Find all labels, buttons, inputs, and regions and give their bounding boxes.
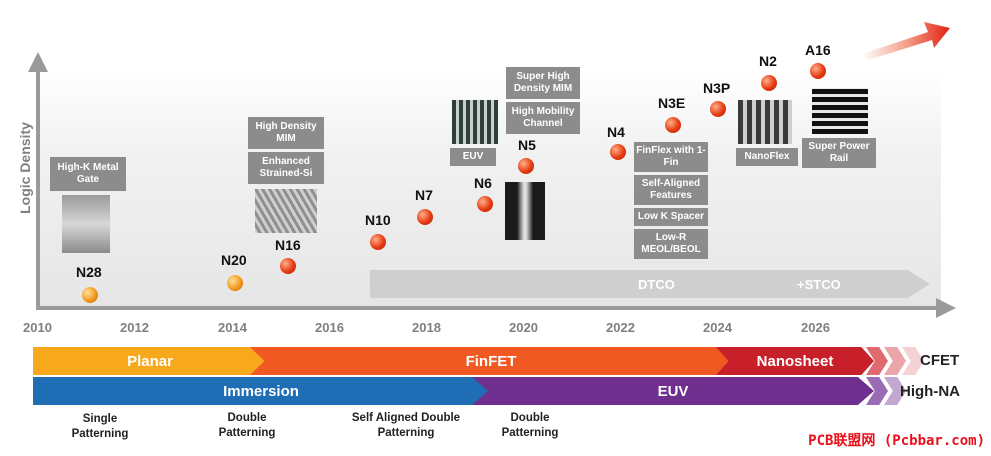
dtco-label: DTCO xyxy=(638,277,675,292)
node-dot-icon xyxy=(761,75,777,91)
node-dot-icon xyxy=(710,101,726,117)
node-label: N28 xyxy=(76,264,102,280)
node-label: N3P xyxy=(703,80,731,96)
chevron-right-icon xyxy=(884,347,906,375)
year-label: 2014 xyxy=(218,320,247,335)
node-label: A16 xyxy=(805,42,831,58)
chevron-right-icon xyxy=(866,347,888,375)
x-axis-arrow-icon xyxy=(936,298,956,318)
nanoflex-image-icon xyxy=(738,100,792,144)
year-label: 2012 xyxy=(120,320,149,335)
tag-super-power-rail: Super Power Rail xyxy=(802,138,876,168)
power-rail-image-icon xyxy=(812,88,868,134)
year-label: 2024 xyxy=(703,320,732,335)
tag-low-k-spacer: Low K Spacer xyxy=(634,208,708,226)
node-dot-icon xyxy=(82,287,98,303)
tag-low-r-meol-beol: Low-R MEOL/BEOL xyxy=(634,229,708,259)
band-immersion-label: Immersion xyxy=(223,382,299,400)
node-dot-icon xyxy=(610,144,626,160)
band-immersion: Immersion xyxy=(33,377,489,405)
node-dot-icon xyxy=(417,209,433,225)
band-planar-label: Planar xyxy=(127,352,173,370)
node-label: N10 xyxy=(365,212,391,228)
node-label: N7 xyxy=(415,187,433,203)
tag-super-high-density-mim: Super High Density MIM xyxy=(506,67,580,99)
node-dot-icon xyxy=(227,275,243,291)
node-label: N16 xyxy=(275,237,301,253)
chevron-right-icon xyxy=(884,377,906,405)
year-label: 2010 xyxy=(23,320,52,335)
dtco-bar xyxy=(370,270,930,298)
band-finfet: FinFET xyxy=(250,347,732,375)
year-label: 2016 xyxy=(315,320,344,335)
node-dot-icon xyxy=(370,234,386,250)
nanowire-image-icon xyxy=(505,182,545,240)
stco-label: +STCO xyxy=(797,277,841,292)
node-label: N20 xyxy=(221,252,247,268)
patterning-double: Double Patterning xyxy=(218,412,276,439)
x-axis xyxy=(36,306,941,310)
band-finfet-label: FinFET xyxy=(465,352,517,370)
transistor-image-icon xyxy=(62,195,110,253)
tag-high-k: High-K Metal Gate xyxy=(50,157,126,191)
chevron-right-icon xyxy=(866,377,888,405)
node-label: N2 xyxy=(759,53,777,69)
watermark: PCB联盟网 (Pcbbar.com) xyxy=(808,433,985,449)
year-label: 2018 xyxy=(412,320,441,335)
y-axis-label: Logic Density xyxy=(17,122,33,214)
node-label: N3E xyxy=(658,95,686,111)
node-dot-icon xyxy=(477,196,493,212)
node-label: N4 xyxy=(607,124,625,140)
euv-image-icon xyxy=(452,100,498,144)
tag-enhanced-strained-si: Enhanced Strained-Si xyxy=(248,152,324,184)
year-label: 2022 xyxy=(606,320,635,335)
tag-euv: EUV xyxy=(450,148,496,166)
band-planar: Planar xyxy=(33,347,267,375)
strained-si-image-icon xyxy=(255,189,317,233)
node-dot-icon xyxy=(810,63,826,79)
patterning-self-aligned: Self Aligned Double Patterning xyxy=(351,412,461,439)
band-euv-label: EUV xyxy=(657,382,689,400)
tag-high-mobility-channel: High Mobility Channel xyxy=(506,102,580,134)
node-dot-icon xyxy=(280,258,296,274)
y-axis xyxy=(36,70,40,310)
band-nanosheet: Nanosheet xyxy=(716,347,874,375)
band-high-na-label: High-NA xyxy=(900,383,960,400)
year-label: 2026 xyxy=(801,320,830,335)
node-dot-icon xyxy=(665,117,681,133)
node-label: N5 xyxy=(518,137,536,153)
patterning-single: Single Patterning xyxy=(71,413,129,440)
band-euv: EUV xyxy=(472,377,874,405)
chevron-right-icon xyxy=(902,347,924,375)
y-axis-arrow-icon xyxy=(28,52,48,72)
patterning-double-euv: Double Patterning xyxy=(501,412,559,439)
tag-high-density-mim: High Density MIM xyxy=(248,117,324,149)
node-dot-icon xyxy=(518,158,534,174)
trend-arrow-icon xyxy=(862,22,950,60)
year-label: 2020 xyxy=(509,320,538,335)
tag-nanoflex: NanoFlex xyxy=(736,148,798,166)
band-nanosheet-label: Nanosheet xyxy=(756,352,834,370)
tag-self-aligned-features: Self-Aligned Features xyxy=(634,175,708,205)
tag-finflex: FinFlex with 1-Fin xyxy=(634,142,708,172)
band-cfet-label: CFET xyxy=(920,352,960,369)
node-label: N6 xyxy=(474,175,492,191)
